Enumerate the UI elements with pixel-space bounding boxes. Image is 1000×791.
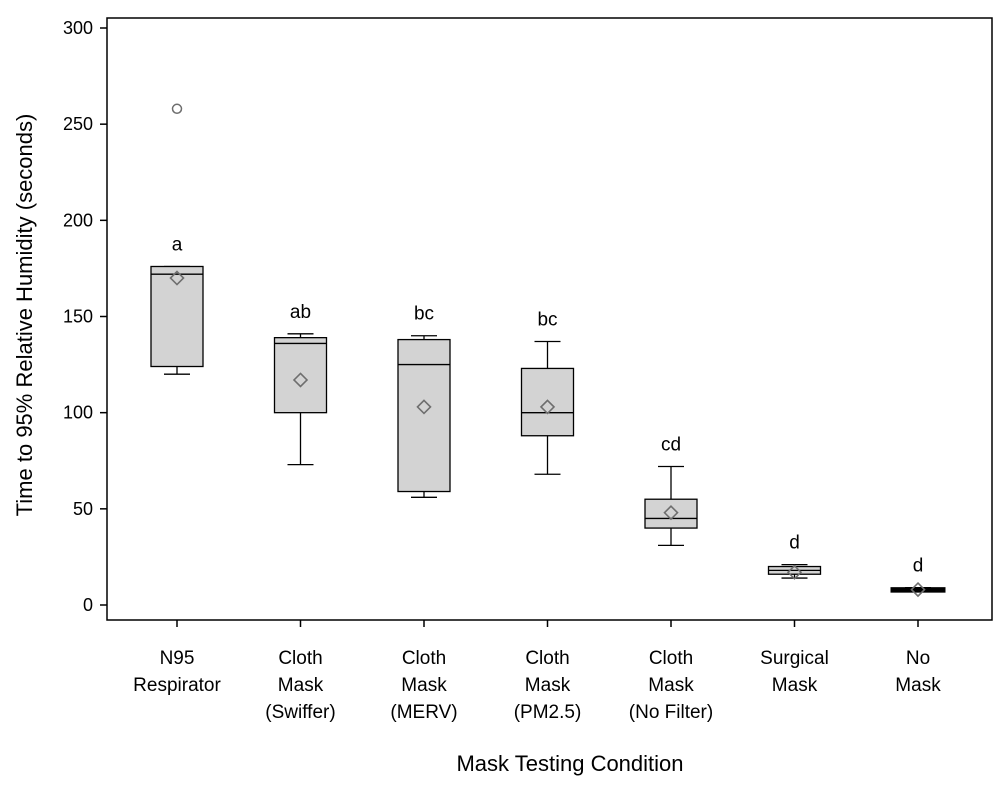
x-category-label-line: Mask: [401, 675, 447, 696]
mean-marker: [416, 399, 432, 415]
x-category-label: Surgical Mask: [760, 648, 829, 696]
box-series: a ab bc bc cd d d: [150, 103, 946, 598]
box-group: d: [890, 556, 946, 598]
x-category-label-line: Mask: [525, 675, 571, 696]
x-category-label-line: No: [906, 648, 930, 669]
iqr-box: [273, 337, 328, 414]
box-group: ab: [273, 302, 328, 466]
x-category-label-line: (PM2.5): [514, 702, 582, 723]
y-tick-label: 250: [63, 114, 93, 134]
x-category-label-line: Mask: [895, 675, 941, 696]
mean-marker: [292, 372, 309, 388]
significance-letter: bc: [414, 304, 434, 325]
significance-letter: bc: [537, 310, 557, 331]
significance-letter: ab: [290, 302, 311, 323]
x-category-label: No Mask: [895, 648, 941, 696]
mean-marker: [663, 505, 679, 521]
x-category-label: Cloth Mask (Swiffer): [265, 648, 335, 723]
x-category-label: Cloth Mask (PM2.5): [514, 648, 582, 723]
x-category-label: Cloth Mask (MERV): [390, 648, 457, 723]
x-category-label-line: Cloth: [278, 648, 322, 669]
plot-frame: [106, 17, 993, 621]
x-category-label: N95 Respirator: [133, 648, 221, 696]
mean-marker: [786, 564, 803, 580]
x-category-label-line: Cloth: [402, 648, 446, 669]
outlier-point: [171, 103, 183, 115]
y-tick-label: 150: [63, 307, 93, 327]
significance-letter: d: [913, 556, 924, 577]
x-category-label-line: N95: [160, 648, 195, 669]
x-category-label-line: Cloth: [649, 648, 693, 669]
mean-marker: [169, 270, 185, 286]
y-tick-label: 100: [63, 403, 93, 423]
x-category-label-line: Cloth: [525, 648, 569, 669]
box-group: bc: [397, 304, 451, 498]
iqr-box: [397, 338, 451, 493]
iqr-box: [644, 498, 698, 529]
x-category-label-line: (MERV): [390, 702, 457, 723]
box-group: a: [150, 103, 204, 375]
x-category-label: Cloth Mask (No Filter): [629, 648, 713, 723]
box-group: d: [767, 533, 822, 580]
y-axis-title: Time to 95% Relative Humidity (seconds): [12, 114, 37, 517]
x-category-label-line: Respirator: [133, 675, 221, 696]
x-category-label-line: (No Filter): [629, 702, 713, 723]
significance-letter: a: [172, 234, 183, 255]
iqr-box: [520, 367, 575, 437]
box-group: cd: [644, 435, 698, 547]
y-tick-label: 200: [63, 210, 93, 230]
significance-letter: d: [789, 533, 800, 554]
y-tick-label: 300: [63, 18, 93, 38]
box-group: bc: [520, 310, 575, 475]
mean-marker: [539, 399, 556, 415]
significance-letter: cd: [661, 435, 681, 456]
iqr-box: [150, 265, 204, 368]
x-category-label-line: Mask: [648, 675, 694, 696]
x-category-label-line: Surgical: [760, 648, 829, 669]
x-category-label-line: (Swiffer): [265, 702, 335, 723]
x-axis-title: Mask Testing Condition: [456, 751, 683, 776]
x-axis: N95 Respirator Cloth Mask (Swiffer) Cloth Mask…: [133, 620, 941, 723]
x-category-label-line: Mask: [278, 675, 324, 696]
mean-marker: [910, 581, 926, 598]
x-category-label-line: Mask: [772, 675, 818, 696]
y-tick-label: 0: [83, 595, 93, 615]
y-axis: 0 50 100 150 200 250 300: [63, 18, 107, 615]
y-tick-label: 50: [73, 499, 93, 519]
